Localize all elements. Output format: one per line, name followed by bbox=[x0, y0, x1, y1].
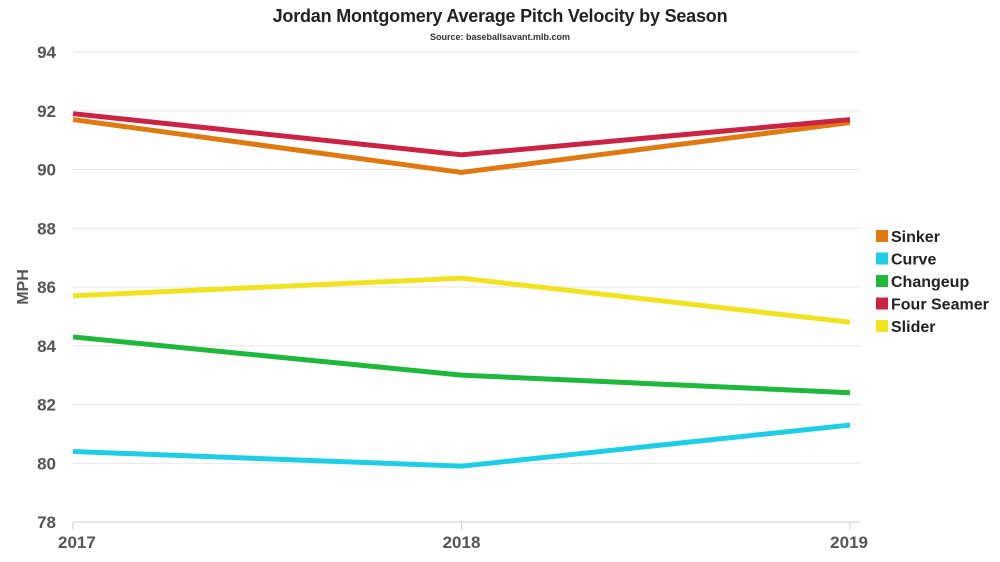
series-line-changeup bbox=[72, 334, 851, 396]
chart-title: Jordan Montgomery Average Pitch Velocity… bbox=[272, 6, 728, 26]
y-tick-label: 84 bbox=[37, 337, 56, 356]
legend-label: Sinker bbox=[891, 229, 940, 246]
axes: 78 80 82 84 86 88 90 92 94 2017 2018 2019 MPH bbox=[15, 43, 868, 552]
y-tick-label: 78 bbox=[37, 513, 56, 532]
y-tick-label: 82 bbox=[37, 396, 56, 415]
legend: Sinker Curve Changeup Four Seamer Slider bbox=[876, 229, 989, 336]
series-line-sinker bbox=[72, 117, 851, 175]
x-tick-label: 2018 bbox=[443, 533, 481, 552]
series-line-slider bbox=[72, 275, 851, 325]
y-tick-label: 90 bbox=[37, 161, 56, 180]
series-line-curve bbox=[72, 422, 851, 469]
y-tick-label: 92 bbox=[37, 102, 56, 121]
legend-label: Slider bbox=[891, 319, 935, 336]
y-tick-label: 88 bbox=[37, 219, 56, 238]
series-line-four-seamer bbox=[72, 111, 851, 158]
legend-swatch-sinker bbox=[876, 230, 888, 242]
legend-label: Four Seamer bbox=[891, 297, 989, 314]
series-lines bbox=[72, 111, 851, 469]
chart-subtitle: Source: baseballsavant.mlb.com bbox=[429, 32, 571, 42]
x-tick-label: 2017 bbox=[58, 533, 96, 552]
legend-label: Changeup bbox=[891, 274, 969, 291]
y-tick-label: 86 bbox=[37, 278, 56, 297]
y-tick-label: 80 bbox=[37, 454, 56, 473]
legend-swatch-four-seamer bbox=[876, 297, 888, 310]
x-tick-label: 2019 bbox=[830, 533, 868, 552]
gridlines bbox=[73, 51, 860, 464]
y-axis-label: MPH bbox=[15, 269, 32, 305]
legend-swatch-changeup bbox=[876, 275, 888, 287]
legend-swatch-curve bbox=[876, 252, 888, 265]
legend-swatch-slider bbox=[876, 320, 888, 332]
y-tick-label: 94 bbox=[37, 43, 56, 62]
legend-label: Curve bbox=[891, 252, 936, 269]
